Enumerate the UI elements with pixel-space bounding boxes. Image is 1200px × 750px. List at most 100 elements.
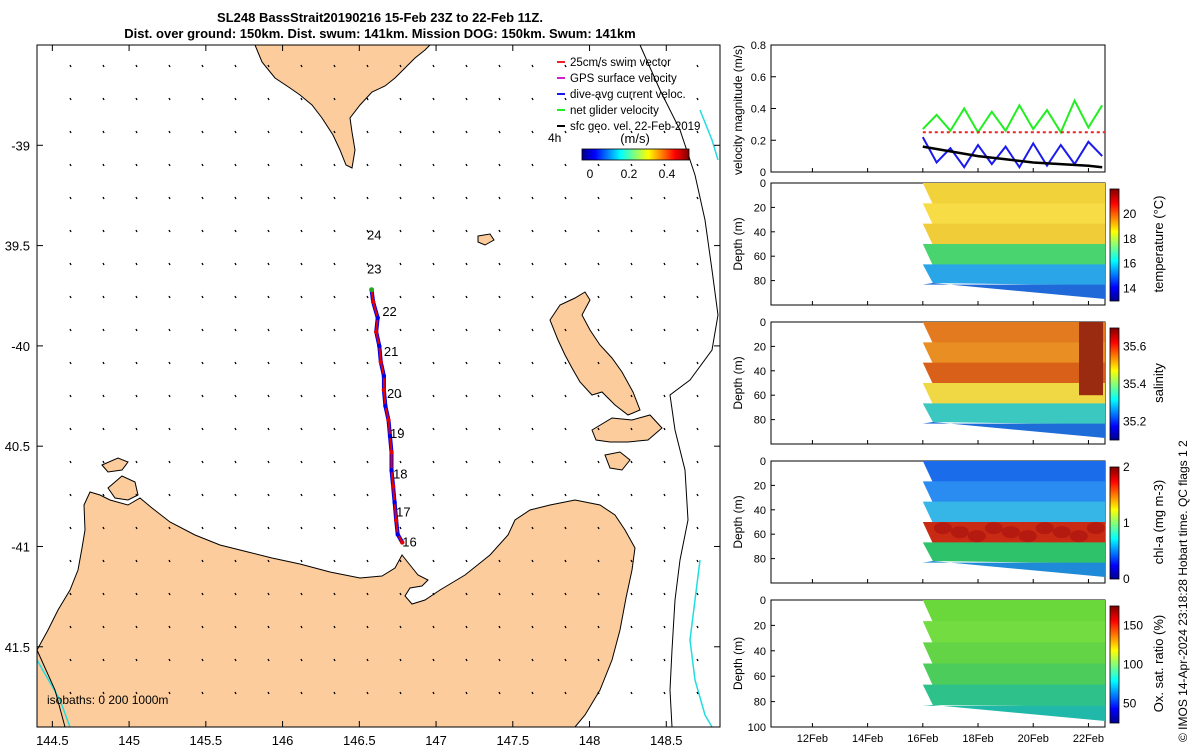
- land-hunter-island: [101, 457, 129, 473]
- speed-colorbar-bar: [581, 148, 690, 161]
- surface-velocity-arrow: [399, 394, 402, 398]
- map-xtick-label: 145.5: [190, 733, 223, 748]
- surface-velocity-arrow: [102, 262, 105, 266]
- surface-velocity-arrow: [498, 130, 501, 134]
- surface-velocity-arrow: [498, 460, 501, 464]
- surface-velocity-arrow: [696, 196, 699, 200]
- map-xtick-label: 144.5: [36, 733, 69, 748]
- surface-velocity-arrow: [630, 460, 633, 464]
- surface-velocity-arrow: [663, 130, 666, 134]
- surface-velocity-arrow: [564, 460, 567, 464]
- surface-velocity-arrow: [597, 328, 600, 332]
- legend-label: sfc geo. vel. 22-Feb-2019: [570, 121, 700, 133]
- surface-velocity-arrow: [333, 361, 336, 365]
- surface-velocity-arrows: [69, 64, 699, 695]
- surface-velocity-arrow: [300, 493, 303, 497]
- surface-velocity-arrow: [465, 658, 468, 662]
- surface-velocity-arrow: [630, 196, 633, 200]
- chla_panel-ytick-label: 40: [754, 505, 766, 517]
- surface-velocity-arrow: [300, 328, 303, 332]
- day-label: 24: [367, 228, 381, 243]
- temperature_panel-band: [922, 244, 1105, 266]
- chla_panel-band: [922, 481, 1105, 503]
- surface-velocity-arrow: [399, 658, 402, 662]
- surface-velocity-arrow: [564, 130, 567, 134]
- surface-velocity-arrow: [498, 229, 501, 233]
- surface-velocity-arrow: [597, 559, 600, 563]
- salinity_panel-band: [922, 383, 1105, 405]
- salinity_panel-colorbar: [1109, 327, 1120, 441]
- surface-velocity-arrow: [201, 130, 204, 134]
- surface-velocity-arrow: [333, 526, 336, 530]
- surface-velocity-arrow: [531, 625, 534, 629]
- surface-velocity-arrow: [597, 361, 600, 365]
- land-island-small: [477, 233, 495, 246]
- surface-velocity-arrow: [432, 196, 435, 200]
- surface-velocity-arrow: [564, 97, 567, 101]
- surface-velocity-arrow: [69, 361, 72, 365]
- surface-velocity-arrow: [201, 394, 204, 398]
- salinity_panel-ytick-label: 80: [754, 415, 766, 427]
- chla_panel: 0 20 40 60 80 Depth (m) 0 1 2 chl-a (mg m-3): [731, 456, 1166, 586]
- surface-velocity-arrow: [102, 493, 105, 497]
- track-point: [375, 315, 380, 320]
- isobath-1000m-lower: [689, 559, 713, 728]
- surface-velocity-arrow: [465, 559, 468, 563]
- surface-velocity-arrow: [630, 394, 633, 398]
- oxygen_panel-band: [922, 705, 1105, 721]
- temperature_panel-cbar-tick: 14: [1123, 282, 1137, 296]
- surface-velocity-arrow: [168, 163, 171, 167]
- surface-velocity-arrow: [201, 427, 204, 431]
- day-label: 19: [390, 426, 404, 441]
- surface-velocity-arrow: [564, 394, 567, 398]
- track-point: [377, 343, 382, 349]
- surface-velocity-arrow: [135, 559, 138, 563]
- surface-velocity-arrow: [366, 460, 369, 464]
- surface-velocity-arrow: [69, 625, 72, 629]
- surface-velocity-arrow: [201, 295, 204, 299]
- surface-velocity-arrow: [498, 295, 501, 299]
- surface-velocity-arrow: [366, 691, 369, 695]
- track-point: [387, 433, 393, 439]
- oxygen_panel-cbar-tick: 100: [1123, 658, 1143, 672]
- surface-velocity-arrow: [663, 163, 666, 167]
- surface-velocity-arrow: [333, 691, 336, 695]
- surface-velocity-arrow: [300, 592, 303, 596]
- temperature_panel-ytick-label: 80: [754, 276, 766, 288]
- speed-colorbar-label: (m/s): [620, 131, 650, 146]
- surface-velocity-arrow: [597, 97, 600, 101]
- surface-velocity-arrow: [597, 394, 600, 398]
- glider-track: [369, 287, 405, 545]
- surface-velocity-arrow: [597, 625, 600, 629]
- map-xtick-label: 148: [579, 733, 601, 748]
- surface-velocity-arrow: [432, 163, 435, 167]
- surface-velocity-arrow: [234, 163, 237, 167]
- surface-velocity-arrow: [630, 163, 633, 167]
- surface-velocity-arrow: [465, 592, 468, 596]
- surface-velocity-arrow: [300, 427, 303, 431]
- surface-velocity-arrow: [696, 229, 699, 233]
- legend-label: 25cm/s swim vector: [570, 57, 671, 69]
- velocity-ytick-label: 0.6: [751, 72, 766, 84]
- surface-velocity-arrow: [630, 658, 633, 662]
- day-label: 21: [384, 344, 398, 359]
- surface-velocity-arrow: [465, 130, 468, 134]
- chla-max-blob: [1001, 526, 1020, 539]
- surface-velocity-arrow: [168, 262, 171, 266]
- surface-velocity-arrow: [366, 229, 369, 233]
- surface-velocity-arrow: [333, 163, 336, 167]
- map-axes: 144.5 145 145.5 146 146.5 147 147.5 148 148.5 -39…: [5, 45, 720, 748]
- surface-velocity-arrow: [597, 493, 600, 497]
- surface-velocity-arrow: [300, 262, 303, 266]
- surface-velocity-arrow: [366, 163, 369, 167]
- surface-velocity-arrow: [630, 592, 633, 596]
- surface-velocity-arrow: [300, 526, 303, 530]
- surface-velocity-arrow: [300, 163, 303, 167]
- surface-velocity-arrow: [234, 559, 237, 563]
- surface-velocity-arrow: [498, 427, 501, 431]
- surface-velocity-arrow: [531, 592, 534, 596]
- surface-velocity-arrow: [366, 130, 369, 134]
- surface-velocity-arrow: [234, 361, 237, 365]
- surface-velocity-arrow: [102, 427, 105, 431]
- surface-velocity-arrow: [597, 229, 600, 233]
